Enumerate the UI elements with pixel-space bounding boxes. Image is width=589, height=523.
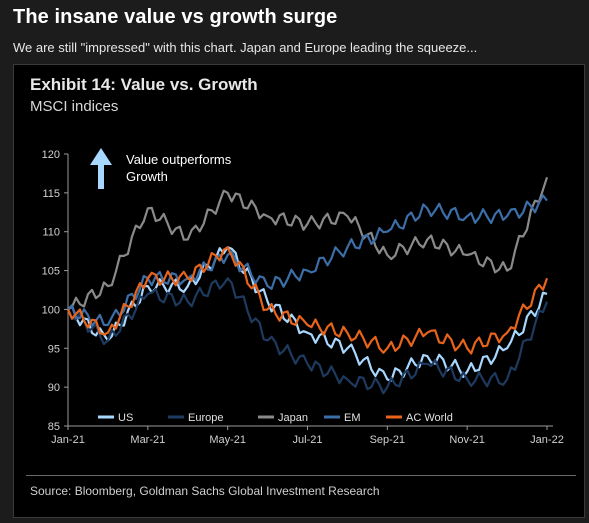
x-tick-label: Mar-21 xyxy=(130,434,165,446)
post-title: The insane value vs growth surge xyxy=(13,6,338,28)
y-tick-label: 115 xyxy=(42,188,60,200)
y-tick-label: 120 xyxy=(42,149,60,161)
legend: US Europe Japan EM AC World xyxy=(98,412,453,424)
y-tick-label: 110 xyxy=(42,227,60,239)
y-tick-label: 95 xyxy=(48,343,60,355)
series-line-europe xyxy=(67,277,549,395)
x-tick-label: Jan-22 xyxy=(530,434,564,446)
y-tick-label: 100 xyxy=(42,304,60,316)
x-tick-label: May-21 xyxy=(209,434,246,446)
series-lines xyxy=(66,176,549,395)
x-tick-label: Jan-21 xyxy=(51,434,85,446)
x-tick-label: Jul-21 xyxy=(293,434,323,446)
source-divider xyxy=(26,475,576,476)
chart-card: Exhibit 14: Value vs. Growth MSCI indice… xyxy=(13,64,585,518)
annotation-line-1: Value outperforms xyxy=(126,152,232,167)
y-tick-label: 105 xyxy=(42,266,60,278)
annotation: Value outperforms Growth xyxy=(90,148,232,189)
y-tick-label: 90 xyxy=(48,382,60,394)
series-line-japan xyxy=(67,176,549,311)
legend-item: AC World xyxy=(406,412,453,424)
annotation-line-2: Growth xyxy=(126,169,168,184)
legend-item: EM xyxy=(344,412,361,424)
chart-subtitle: MSCI indices xyxy=(30,98,119,115)
legend-item: Japan xyxy=(278,412,308,424)
series-line-us xyxy=(67,246,548,382)
legend-item: Europe xyxy=(188,412,223,424)
series-line-em xyxy=(67,194,548,327)
up-arrow-icon xyxy=(90,148,112,189)
post-subtitle: We are still "impressed" with this chart… xyxy=(13,40,478,55)
y-tick-label: 85 xyxy=(48,421,60,433)
chart-title: Exhibit 14: Value vs. Growth xyxy=(30,75,258,94)
x-tick-label: Nov-21 xyxy=(449,434,484,446)
series-line-ac-world xyxy=(66,246,549,355)
line-chart: 85 90 95 100 105 110 115 120 Jan-21 Mar-21 May-21 J… xyxy=(42,148,564,446)
legend-item: US xyxy=(118,412,133,424)
x-tick-label: Sep-21 xyxy=(370,434,405,446)
axes: 85 90 95 100 105 110 115 120 Jan-21 Mar-21 May-21 J… xyxy=(42,149,564,446)
chart-source: Source: Bloomberg, Goldman Sachs Global … xyxy=(30,484,380,498)
